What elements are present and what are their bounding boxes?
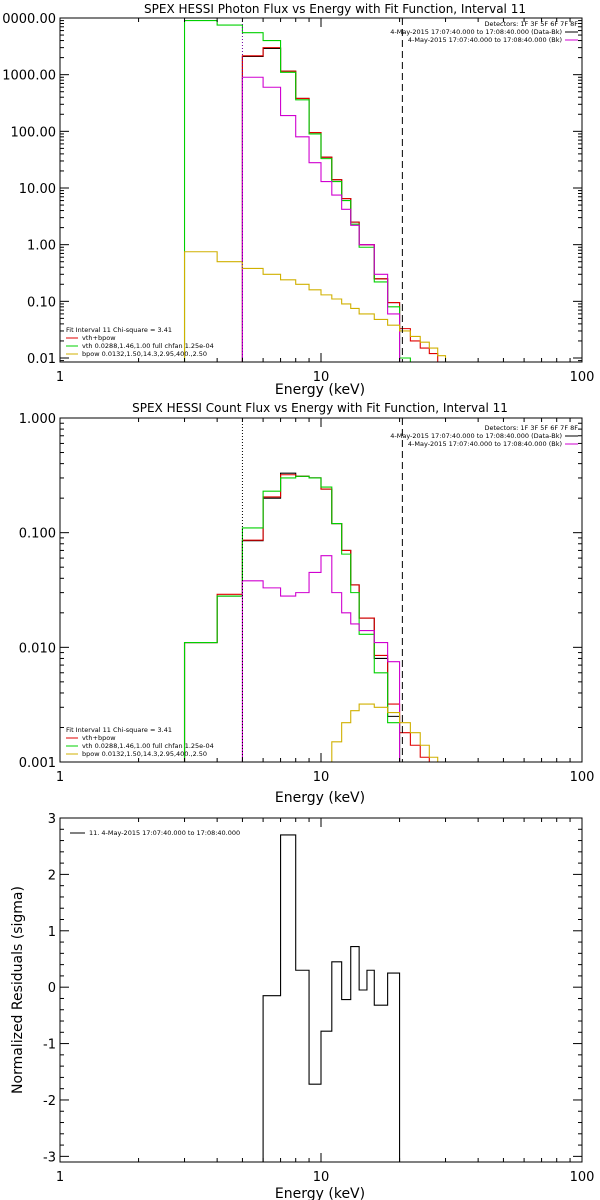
x-tick-label: 100 bbox=[570, 1170, 595, 1185]
panel2-vlines bbox=[241, 418, 403, 762]
legend-entry: vth+bpow bbox=[82, 334, 116, 342]
series-bk bbox=[321, 703, 446, 762]
panel3-legend-label: 11. 4-May-2015 17:07:40.000 to 17:08:40.… bbox=[89, 829, 240, 837]
y-tick-label: 0.100 bbox=[19, 527, 56, 542]
series-data-bk bbox=[241, 47, 401, 362]
panel3-frame bbox=[59, 817, 583, 1163]
y-tick-label: 1 bbox=[48, 925, 56, 940]
panel2-legend-bottom: Fit Interval 11 Chi-square = 3.41vth+bpo… bbox=[66, 726, 214, 758]
panel1-xlabel: Energy (keV) bbox=[275, 382, 365, 398]
x-tick-label: 100 bbox=[570, 770, 595, 785]
panel1-detectors: Detectors: 1F 3F 5F 6F 7F 8F bbox=[484, 20, 578, 28]
y-tick-label: 2 bbox=[48, 868, 56, 883]
series-bk bbox=[183, 251, 447, 362]
panel3-legend: 11. 4-May-2015 17:07:40.000 to 17:08:40.… bbox=[70, 829, 240, 837]
x-tick-label: 10 bbox=[313, 370, 330, 385]
legend-entry: bpow 0.0132,1.50,14.3,2.95,400.,2.50 bbox=[82, 350, 207, 358]
legend-entry: bpow 0.0132,1.50,14.3,2.95,400.,2.50 bbox=[82, 750, 207, 758]
panel3-axes: 1 10 100 -3 -2 -1 0 1 2 3 bbox=[43, 812, 594, 1185]
panel2-frame bbox=[59, 417, 583, 763]
y-tick-label: 0 bbox=[48, 981, 56, 996]
series-vth bbox=[183, 20, 411, 362]
series-vth-bpow bbox=[241, 47, 439, 362]
legend-entry: vth 0.0288,1.46,1.00 full chfan 1.25e-04 bbox=[82, 342, 214, 350]
x-tick-label: 1 bbox=[56, 1170, 64, 1185]
y-tick-label: -3 bbox=[43, 1150, 56, 1165]
series-bpow bbox=[241, 555, 401, 762]
series-11- bbox=[242, 834, 401, 1162]
panel1-legend-bottom: Fit Interval 11 Chi-square = 3.41vth+bpo… bbox=[66, 326, 214, 358]
y-tick-label: 3 bbox=[48, 812, 56, 827]
panel2-legend-top: Detectors: 1F 3F 5F 6F 7F 8F 4-May-2015 … bbox=[390, 424, 578, 448]
panel1-frame bbox=[59, 17, 583, 363]
panel1-series bbox=[183, 20, 447, 362]
x-tick-label: 100 bbox=[570, 370, 595, 385]
panel2-legend-databk: 4-May-2015 17:07:40.000 to 17:08:40.000 … bbox=[390, 432, 562, 440]
y-tick-label: 0.10 bbox=[27, 295, 56, 310]
panel2-xlabel: Energy (keV) bbox=[275, 790, 365, 806]
panel3-xlabel: Energy (keV) bbox=[275, 1186, 365, 1200]
y-tick-label: 1000.00 bbox=[2, 69, 56, 84]
y-tick-label: 1.00 bbox=[27, 239, 56, 254]
legend-entry: vth+bpow bbox=[82, 734, 116, 742]
y-tick-label: 0000.00 bbox=[2, 12, 56, 27]
y-tick-label: 100.00 bbox=[11, 125, 57, 140]
panel1-title: SPEX HESSI Photon Flux vs Energy with Fi… bbox=[144, 2, 526, 16]
x-tick-label: 1 bbox=[56, 370, 64, 385]
legend-entry: Fit Interval 11 Chi-square = 3.41 bbox=[66, 726, 172, 734]
residuals-panel: 1 10 100 -3 -2 -1 0 1 2 3 Energy (keV) Normalized… bbox=[10, 812, 594, 1200]
series-bpow bbox=[241, 76, 401, 362]
panel3-series bbox=[242, 834, 401, 1162]
photon-flux-panel: SPEX HESSI Photon Flux vs Energy with Fi… bbox=[2, 2, 594, 398]
series-vth bbox=[183, 475, 411, 762]
y-tick-label: 0.001 bbox=[19, 756, 56, 771]
panel2-legend-bk: 4-May-2015 17:07:40.000 to 17:08:40.000 … bbox=[408, 440, 562, 448]
panel1-legend-databk: 4-May-2015 17:07:40.000 to 17:08:40.000 … bbox=[390, 28, 562, 36]
y-tick-label: -1 bbox=[43, 1038, 56, 1053]
y-tick-label: 1.000 bbox=[19, 412, 56, 427]
panel2-title: SPEX HESSI Count Flux vs Energy with Fit… bbox=[132, 401, 508, 415]
y-tick-label: 0.010 bbox=[19, 641, 56, 656]
legend-entry: Fit Interval 11 Chi-square = 3.41 bbox=[66, 326, 172, 334]
x-tick-label: 10 bbox=[313, 770, 330, 785]
panel1-axes: 1 10 100 0.01 0.10 1.00 10.00 100.00 1000.00 0000… bbox=[2, 12, 594, 385]
panel2-axes: 1 10 100 0.001 0.010 0.100 1.000 bbox=[19, 412, 595, 785]
x-tick-label: 10 bbox=[313, 1170, 330, 1185]
y-tick-label: -2 bbox=[43, 1094, 56, 1109]
legend-entry: vth 0.0288,1.46,1.00 full chfan 1.25e-04 bbox=[82, 742, 214, 750]
y-tick-label: 0.01 bbox=[27, 352, 56, 367]
x-tick-label: 1 bbox=[56, 770, 64, 785]
panel1-vlines bbox=[241, 18, 403, 362]
panel1-legend-bk: 4-May-2015 17:07:40.000 to 17:08:40.000 … bbox=[408, 36, 562, 44]
y-tick-label: 10.00 bbox=[19, 182, 56, 197]
panel2-series bbox=[183, 472, 446, 762]
panel1-legend-top: Detectors: 1F 3F 5F 6F 7F 8F 4-May-2015 … bbox=[390, 20, 578, 44]
panel2-detectors: Detectors: 1F 3F 5F 6F 7F 8F bbox=[484, 424, 578, 432]
panel3-ylabel: Normalized Residuals (sigma) bbox=[10, 886, 26, 1094]
count-flux-panel: SPEX HESSI Count Flux vs Energy with Fit… bbox=[19, 401, 595, 806]
